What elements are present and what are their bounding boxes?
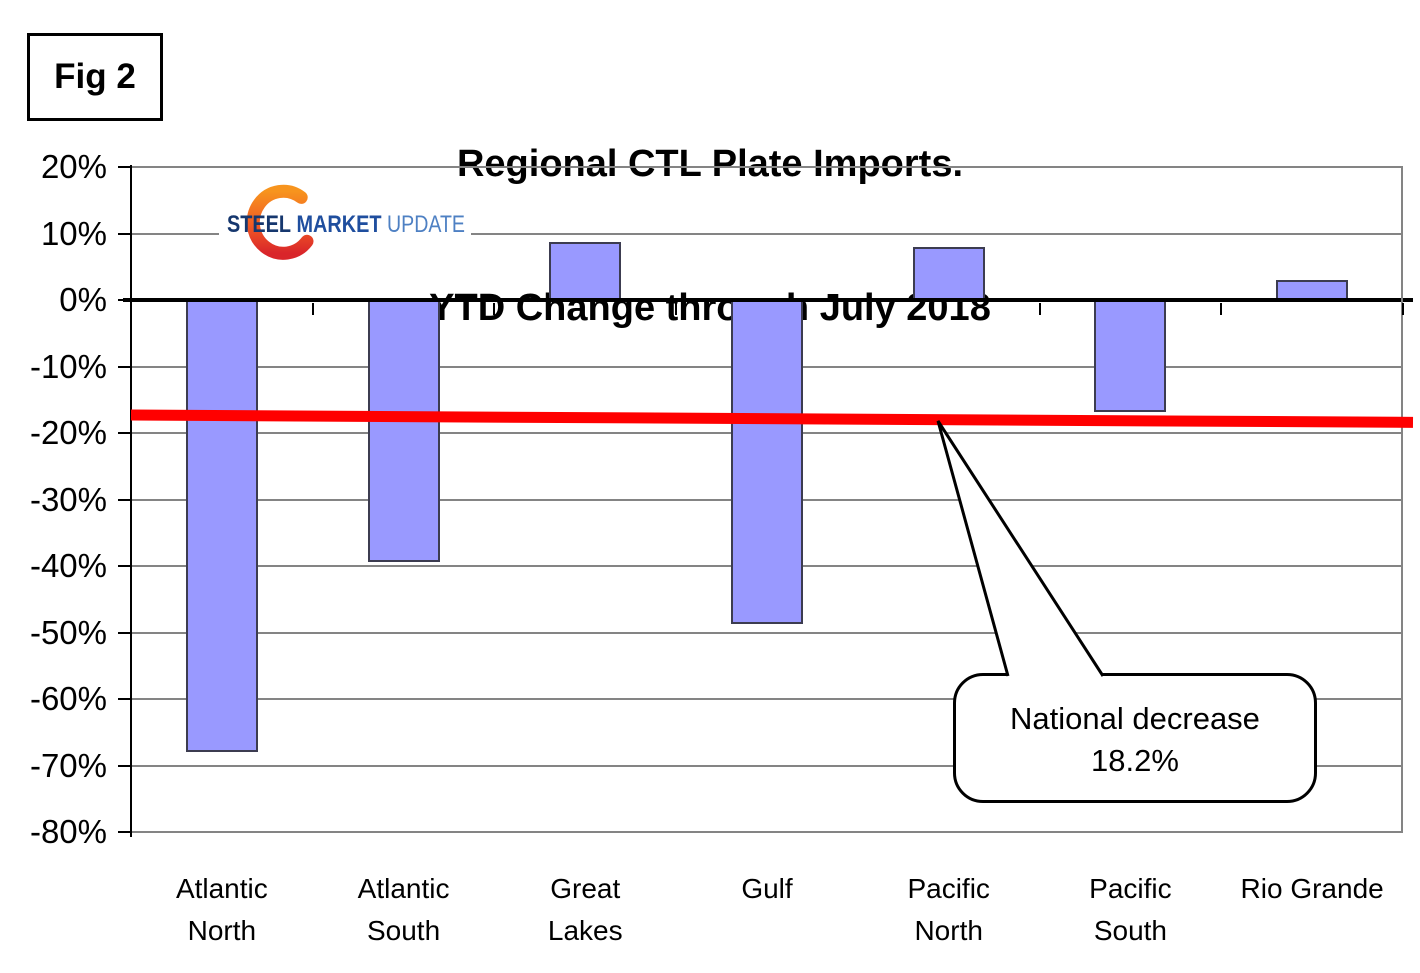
chart-title-line2: YTD Change through July 2018 [429,287,991,329]
x-axis-label-line: South [1093,915,1167,946]
bar-pacific-north [912,247,985,300]
x-tick-4 [856,303,859,315]
y-tick-10pct [118,232,131,235]
annotation-line1: National decrease [1010,701,1260,736]
y-tick--30pct [118,498,131,501]
logo-word-update: UPDATE [387,211,465,238]
steel-market-update-logo: STEEL MARKET UPDATE [219,180,471,272]
y-axis-label--30pct: -30% [29,480,107,518]
x-axis-label-pacific-north: Pacific North [858,868,1040,952]
y-tick--60pct [118,698,131,700]
y-axis-label--50pct: -50% [29,613,107,651]
annotation-callout: National decrease 18.2% [953,673,1317,803]
chart-title-line1: Regional CTL Plate Imports. [456,143,964,185]
plot-area [118,165,1413,837]
x-axis-label-line: Great [550,873,621,904]
y-axis-line [130,165,132,837]
x-axis-label-line: Atlantic [175,873,268,904]
y-axis-label-20pct: 20% [40,148,107,185]
x-axis-label-line: Gulf [741,873,793,904]
x-axis-label-pacific-south: Pacific South [1040,868,1222,952]
figure-label-box: Fig 2 [27,33,163,121]
plot-border-right [1401,167,1403,832]
x-axis-label-line: Rio Grande [1240,873,1384,904]
x-axis-label-line: Pacific [1089,873,1172,904]
annotation-line2: 18.2% [1091,743,1179,778]
y-tick--50pct [118,631,131,634]
x-tick-7 [1402,303,1404,315]
y-axis-label--60pct: -60% [29,680,107,717]
logo-swoosh-icon [246,184,314,260]
logo-word-market: MARKET [297,211,382,238]
x-axis-label-line: Pacific [907,873,990,904]
bar-atlantic-north [185,300,258,753]
y-tick-0pct [118,299,131,301]
x-tick-6 [1220,303,1223,315]
bar-atlantic-south [367,300,440,562]
x-tick-3 [675,303,678,315]
x-axis-label-atlantic-south: Atlantic South [313,868,495,952]
y-axis-label--70pct: -70% [29,746,107,784]
logo-word-steel: STEEL [227,211,291,238]
gridline--80pct [131,831,1403,833]
bar-pacific-south [1094,300,1167,412]
x-axis-zero-line [123,298,1413,302]
y-axis-label--40pct: -40% [29,547,107,584]
y-axis-label--10pct: -10% [29,347,107,385]
x-axis-label-line: Lakes [547,915,623,946]
gridline--50pct [131,631,1403,634]
y-tick--10pct [118,365,131,368]
y-axis-label--20pct: -20% [29,414,107,451]
x-axis-label-rio-grande: Rio Grande [1221,868,1403,910]
y-tick--40pct [118,565,131,567]
x-axis-label-line: North [187,915,257,946]
y-tick--70pct [118,764,131,767]
gridline--60pct [131,698,1403,700]
x-tick-5 [1038,303,1041,315]
y-axis-label-10pct: 10% [40,214,107,252]
x-axis-label-line: Atlantic [357,873,450,904]
y-axis-label-0pct: 0% [59,281,107,318]
y-axis-label--80pct: -80% [29,813,107,850]
x-axis-label-line: South [366,915,441,946]
y-tick--80pct [118,831,131,833]
y-tick-20pct [118,166,131,168]
gridline-10pct [131,232,1403,235]
bar-great-lakes [549,242,622,300]
bar-gulf [731,300,803,624]
gridline-20pct [131,166,1403,168]
y-tick--20pct [118,432,131,434]
x-axis-label-line: North [914,915,983,946]
figure-label: Fig 2 [54,57,136,96]
x-tick-2 [493,303,496,315]
chart-title: Regional CTL Plate Imports. YTD Change t… [0,44,1420,428]
x-axis-label-atlantic-north: Atlantic North [131,868,313,952]
x-tick-1 [311,303,314,315]
gridline--70pct [131,764,1403,767]
x-axis-label-gulf: Gulf [676,868,858,910]
x-tick-0 [130,303,132,315]
x-axis-label-great-lakes: Great Lakes [494,868,676,952]
bar-rio-grande [1276,280,1349,300]
